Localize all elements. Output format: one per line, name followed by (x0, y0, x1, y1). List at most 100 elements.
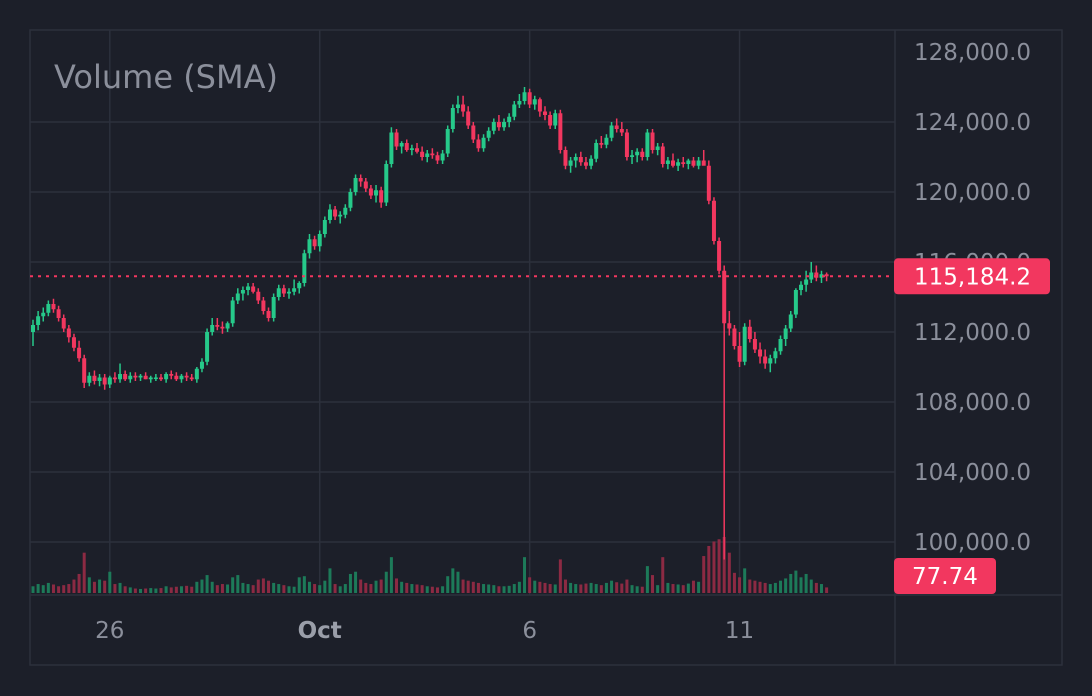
candle (343, 204, 348, 219)
candle (706, 160, 711, 205)
volume-bar (738, 577, 742, 593)
volume-bar (272, 582, 276, 593)
volume-bar (185, 585, 189, 593)
volume-bar (359, 579, 363, 593)
candle (215, 318, 220, 331)
candle (671, 153, 675, 168)
volume-bar (415, 584, 419, 593)
volume-bar (620, 583, 624, 593)
volume-bar (763, 582, 767, 593)
volume-bar (282, 585, 286, 593)
candle-body (77, 347, 82, 359)
candle (722, 265, 727, 560)
volume-bar (753, 580, 757, 593)
candle (123, 370, 128, 381)
volume-bar (241, 582, 245, 593)
volume-bar (656, 585, 660, 593)
volume-bar (113, 584, 117, 593)
volume-bar (210, 581, 214, 593)
candle (496, 115, 501, 131)
candle-body (184, 375, 189, 378)
volume-bar (57, 586, 61, 593)
candle (240, 286, 245, 301)
volume-bar (62, 585, 66, 593)
candle (56, 305, 61, 322)
candle (394, 129, 399, 150)
volume-bar (174, 586, 178, 593)
candle-body (322, 220, 327, 234)
volume-bar (195, 581, 199, 593)
candle (420, 146, 425, 161)
candle-body (619, 129, 624, 133)
candle-body (512, 104, 517, 117)
candle-body (445, 129, 450, 154)
volume-bar (594, 584, 598, 593)
volume-bar (548, 584, 552, 593)
last-price-badge: 115,184.2 (894, 258, 1050, 295)
volume-bar (82, 552, 86, 593)
candle-body (261, 300, 266, 311)
candle-body (36, 316, 41, 325)
candle-body (409, 148, 414, 150)
candle-body (31, 325, 35, 332)
volume-bar (338, 586, 342, 593)
candle-body (635, 151, 640, 156)
volume-bar (292, 586, 296, 593)
candle (630, 150, 635, 164)
candle (348, 188, 353, 212)
volume-bar (410, 584, 414, 593)
candle (563, 146, 568, 170)
candle-body (696, 160, 701, 166)
candle (46, 300, 51, 317)
candle (619, 122, 624, 136)
candle (276, 284, 281, 301)
candle (358, 174, 363, 187)
candle-body (461, 104, 466, 112)
candle-body (66, 328, 71, 338)
candle (543, 106, 547, 121)
candle-body (338, 214, 343, 217)
candle (307, 234, 312, 259)
volume-bar (179, 586, 183, 593)
volume-bar (451, 568, 455, 593)
candle (338, 211, 343, 224)
volume-bar (476, 582, 480, 593)
candle (153, 374, 158, 381)
candle (491, 118, 496, 135)
candle (102, 374, 107, 390)
candle-body (302, 253, 307, 283)
time-tick-label: 26 (95, 618, 124, 644)
candle (363, 178, 368, 192)
volume-bar (543, 582, 547, 593)
candle-body (174, 375, 179, 380)
candle (752, 332, 757, 353)
candle (583, 157, 588, 170)
candle-body (246, 286, 251, 290)
candle-body (594, 143, 599, 159)
candle (804, 270, 809, 292)
candle-body (758, 349, 763, 357)
candle (430, 148, 435, 159)
candle (409, 144, 414, 156)
candle-body (773, 351, 778, 359)
volume-bar (323, 580, 327, 593)
candle (333, 206, 338, 220)
volume-bar (77, 573, 81, 593)
volume-bar (794, 570, 798, 593)
volume-bar (604, 582, 608, 593)
candle-body (235, 293, 240, 301)
candle (174, 372, 179, 381)
candle (594, 139, 599, 163)
candle-body (676, 162, 681, 166)
candle-body (732, 328, 737, 346)
candle-body (51, 304, 56, 310)
candle (553, 109, 558, 129)
volume-bar (297, 577, 301, 593)
candle (384, 160, 389, 206)
volume-bar (482, 584, 486, 593)
candle-body (194, 368, 199, 380)
volume-bar (103, 580, 107, 593)
volume-bar (743, 568, 747, 593)
volume-bar (226, 584, 230, 593)
candle-body (496, 122, 501, 128)
